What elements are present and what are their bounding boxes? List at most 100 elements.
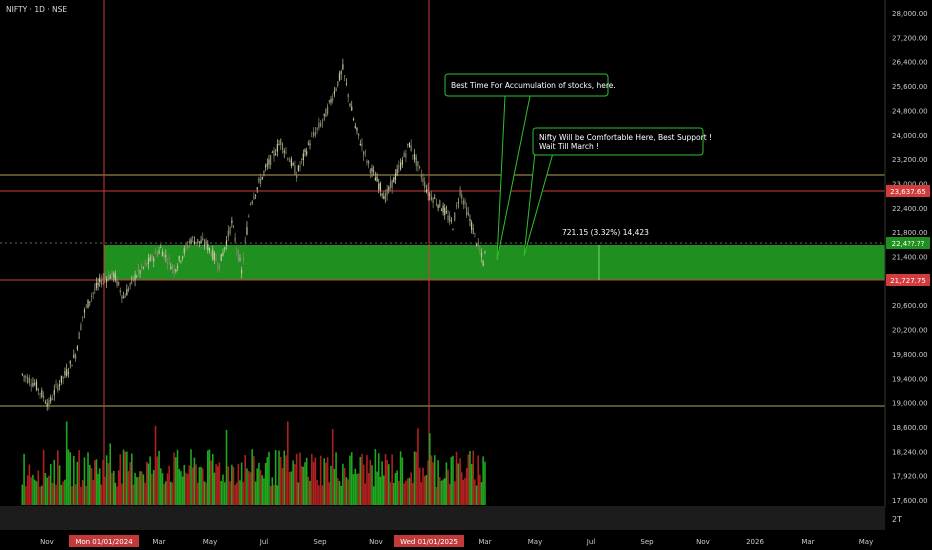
volume-bar (418, 467, 421, 505)
candle-body (220, 253, 222, 262)
volume-bar (105, 455, 108, 505)
volume-bar (158, 450, 160, 505)
volume-bar (321, 485, 324, 505)
volume-bar (381, 461, 383, 505)
x-tick-label: May (528, 538, 542, 546)
candle-body (351, 106, 353, 111)
candle-body (126, 289, 128, 296)
symbol-header[interactable]: NIFTY · 1D · NSE (6, 5, 67, 14)
y-tick-label: 28,000.00 (892, 10, 928, 18)
candle-body (154, 251, 157, 254)
candle-body (106, 278, 108, 283)
candle-body (165, 254, 167, 258)
volume-bar (285, 455, 287, 505)
candle-body (278, 144, 280, 146)
candle-body (332, 98, 334, 101)
volume-bar (140, 471, 143, 505)
volume-bar (121, 483, 123, 505)
scroll-area[interactable] (0, 506, 885, 530)
candle-body (127, 288, 130, 291)
y-axis-panel[interactable] (885, 0, 932, 508)
candle-body (410, 144, 412, 151)
candle-body (467, 212, 469, 215)
candle-body (251, 201, 253, 203)
candle-body (258, 179, 260, 181)
volume-bar (261, 475, 264, 505)
candle-body (156, 253, 158, 257)
callout-2[interactable]: Nifty Will be Comfortable Here, Best Sup… (532, 127, 712, 156)
candle-body (288, 160, 291, 162)
volume-bar (347, 479, 349, 505)
volume-bar (362, 464, 365, 505)
volume-bar (336, 478, 339, 505)
scale-label[interactable]: 2T (892, 515, 902, 524)
volume-bar (391, 454, 393, 505)
candle-body (224, 247, 226, 250)
candle-body (378, 183, 380, 190)
volume-bar (256, 468, 259, 505)
candle-body (178, 256, 180, 261)
volume-bar (258, 462, 260, 505)
candle-body (321, 121, 324, 123)
candle-body (215, 258, 217, 261)
volume-bar (98, 468, 101, 505)
x-axis-panel[interactable] (0, 530, 932, 550)
candle-body (337, 81, 339, 87)
price-label-lower: 21,727.75 (890, 277, 926, 285)
volume-bar (32, 474, 34, 505)
volume-bar (410, 472, 412, 505)
volume-bar (154, 425, 157, 505)
volume-bar (206, 450, 209, 505)
candle-body (66, 369, 68, 377)
volume-bar (160, 468, 162, 505)
candle-body (454, 212, 456, 221)
volume-bar (396, 470, 398, 505)
volume-bar (374, 449, 377, 505)
candle-body (236, 248, 238, 251)
candle-body (107, 275, 110, 281)
volume-bar (170, 481, 172, 505)
volume-bar (389, 482, 392, 505)
candle-body (306, 151, 308, 155)
candle-body (97, 282, 99, 286)
candle-body (359, 143, 361, 146)
volume-bar (453, 481, 456, 505)
candle-body (35, 381, 38, 390)
y-tick-label: 27,200.00 (892, 34, 928, 42)
x-highlight-label: Mon 01/01/2024 (75, 538, 133, 546)
measure-label: 721.15 (3.32%) 14,423 (562, 228, 649, 237)
x-axis-highlights: Mon 01/01/2024 Wed 01/01/2025 (69, 535, 464, 547)
volume-bar (196, 482, 199, 505)
candle-body (213, 252, 216, 260)
volume-bar (287, 421, 289, 505)
candle-body (193, 240, 195, 245)
volume-bar (371, 465, 373, 505)
candle-body (273, 150, 275, 157)
volume-bar (78, 450, 80, 505)
candle-body (69, 361, 71, 364)
x-tick-label: Sep (640, 538, 654, 546)
candle-body (74, 354, 77, 360)
candle-body (253, 196, 255, 199)
candle-body (462, 200, 464, 205)
volume-bar (142, 474, 145, 505)
candle-body (48, 400, 50, 407)
candle-body (403, 152, 405, 157)
volume-bar (156, 456, 159, 505)
volume-bar (28, 464, 31, 505)
candle-body (469, 218, 471, 221)
volume-bar (49, 463, 52, 505)
candle-body (239, 258, 241, 261)
candle-body (413, 154, 416, 160)
candle-body (256, 187, 258, 190)
volume-bar (440, 480, 443, 505)
y-tick-label: 25,600.00 (892, 83, 928, 91)
x-tick-label: Jul (259, 538, 269, 546)
volume-bar (364, 483, 367, 505)
candle-body (197, 239, 199, 244)
callout-1[interactable]: Best Time For Accumulation of stocks, he… (444, 73, 616, 97)
candle-body (137, 268, 140, 272)
candle-body (95, 282, 98, 289)
volume-bar (447, 469, 449, 505)
